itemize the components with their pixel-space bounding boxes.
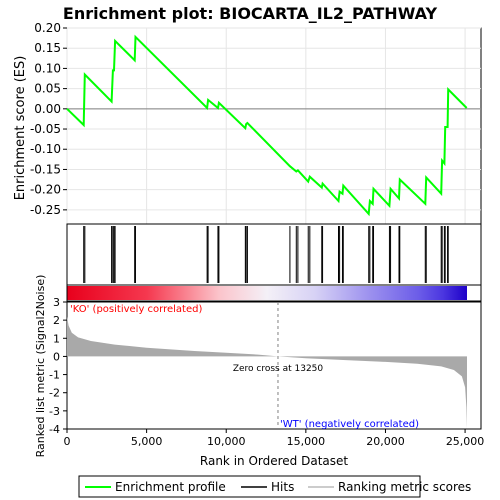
es-y-tick-label: 0.20: [34, 21, 61, 35]
legend: Enrichment profile Hits Ranking metric s…: [78, 475, 471, 498]
x-tick-label: 15,000: [287, 435, 326, 448]
es-y-tick-label: 0.15: [34, 41, 61, 55]
ranking-y-tick-label: -3: [49, 405, 60, 418]
es-y-tick-label: 0.05: [34, 82, 61, 96]
es-panel: -0.25 -0.20 -0.15 -0.10 -0.05 0.00 0.05 0.10 0.1…: [13, 21, 482, 225]
ranking-y-axis: -4 -3 -2 -1 0 1 2 3: [49, 296, 67, 436]
hit-lines: [83, 226, 449, 283]
ranking-y-tick-label: 3: [53, 296, 60, 309]
es-y-tick-label: -0.20: [30, 183, 61, 197]
x-tick-label: 25,000: [446, 435, 485, 448]
ranking-y-tick-label: 2: [53, 314, 60, 327]
es-y-tick-label: -0.15: [30, 162, 61, 176]
negative-correlation-label: 'WT' (negatively correlated): [280, 419, 419, 430]
x-tick-label: 20,000: [366, 435, 405, 448]
x-axis-label: Rank in Ordered Dataset: [200, 454, 348, 468]
legend-enrichment-profile-label: Enrichment profile: [115, 480, 226, 494]
legend-ranking-metric-label: Ranking metric scores: [338, 480, 471, 494]
ranking-y-tick-label: -2: [49, 387, 60, 400]
es-plot-area: [66, 27, 482, 225]
hits-panel: [66, 223, 482, 286]
es-y-tick-label: 0.10: [34, 61, 61, 75]
x-tick-label: 0: [64, 435, 71, 448]
es-y-tick-label: 0.00: [34, 102, 61, 116]
ranking-y-tick-label: 1: [53, 332, 60, 345]
ranking-plot-area: [66, 301, 482, 430]
zero-cross-label: Zero cross at 13250: [233, 364, 324, 374]
es-y-axis-label: Enrichment score (ES): [13, 56, 28, 201]
color-bar-frame: [66, 284, 482, 302]
ranking-metric-panel: -4 -3 -2 -1 0 1 2 3 'KO' (positively correlated…: [34, 275, 482, 458]
x-tick-label: 10,000: [207, 435, 246, 448]
enrichment-profile-line: [66, 34, 468, 217]
es-y-tick-label: -0.10: [30, 142, 61, 156]
hits-plot-area: [66, 223, 482, 286]
ranking-color-bar: [66, 284, 482, 302]
x-axis: 0 5,000 10,000 15,000 20,000 25,000: [64, 429, 485, 448]
legend-hits-label: Hits: [271, 480, 294, 494]
ranking-y-tick-label: -4: [49, 423, 60, 436]
ranking-y-axis-label: Ranked list metric (Signal2Noise): [34, 275, 47, 458]
color-bar-gradient: [67, 286, 467, 300]
chart-title: Enrichment plot: BIOCARTA_IL2_PATHWAY: [63, 4, 438, 23]
es-y-axis: -0.25 -0.20 -0.15 -0.10 -0.05 0.00 0.05 0.10 0.1…: [30, 21, 67, 217]
ranking-y-tick-label: 0: [53, 350, 60, 363]
es-y-tick-label: -0.05: [30, 122, 61, 136]
x-tick-label: 5,000: [131, 435, 163, 448]
es-y-tick-label: -0.25: [30, 203, 61, 217]
ranking-y-tick-label: -1: [49, 369, 60, 382]
positive-correlation-label: 'KO' (positively correlated): [70, 304, 202, 315]
